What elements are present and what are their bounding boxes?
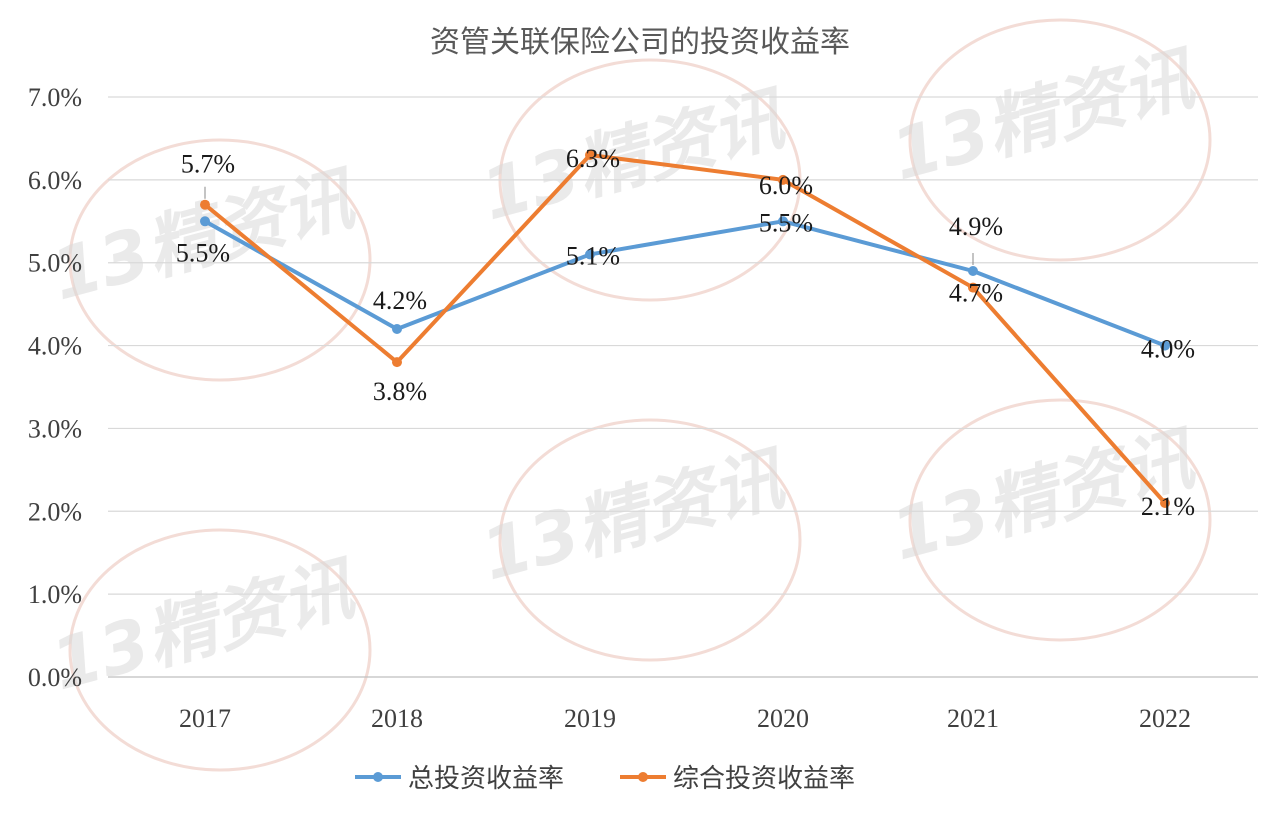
- x-tick-label: 2019: [564, 704, 616, 733]
- data-point: [778, 216, 788, 227]
- x-tick-label: 2018: [371, 704, 423, 733]
- data-label: 6.3%: [566, 144, 620, 173]
- data-label: 4.9%: [949, 212, 1003, 241]
- data-point: [968, 266, 978, 276]
- data-point: [968, 282, 978, 293]
- data-label: 6.0%: [759, 171, 813, 200]
- data-label: 2.1%: [1141, 492, 1195, 521]
- chart-title: 资管关联保险公司的投资收益率: [430, 25, 850, 60]
- data-label: 5.5%: [759, 208, 813, 237]
- series-line-2: [203, 153, 1167, 505]
- data-point: [200, 199, 210, 210]
- watermark-seal: [908, 18, 1212, 262]
- watermark-seal: [498, 418, 802, 662]
- watermark-seal: [908, 398, 1212, 642]
- x-tick-label: 2017: [179, 704, 231, 733]
- x-tick-label: 2022: [1139, 704, 1191, 733]
- y-tick-label: 6.0%: [28, 166, 82, 195]
- watermark: 13精资讯: [473, 76, 796, 236]
- data-point: [392, 357, 402, 368]
- legend-item-1: 总投资收益率: [355, 764, 564, 794]
- data-label: 4.2%: [373, 286, 427, 315]
- data-point: [200, 216, 210, 227]
- y-tick-label: 7.0%: [28, 83, 82, 112]
- data-label: 3.8%: [373, 377, 427, 406]
- data-point: [1160, 498, 1170, 508]
- data-label: 4.0%: [1141, 335, 1195, 364]
- data-point: [392, 324, 402, 334]
- legend-item-2: 综合投资收益率: [620, 764, 855, 794]
- y-tick-label: 3.0%: [28, 414, 82, 443]
- x-axis: 2017 2018 2019 2020 2021 2022: [179, 704, 1191, 733]
- data-point: [778, 174, 788, 185]
- data-point: [585, 249, 595, 260]
- y-tick-label: 2.0%: [28, 497, 82, 526]
- watermark-seal: [68, 528, 372, 772]
- y-tick-label: 5.0%: [28, 249, 82, 278]
- legend-label: 总投资收益率: [408, 764, 564, 794]
- y-tick-label: 4.0%: [28, 332, 82, 361]
- watermark: 13精资讯: [43, 546, 366, 706]
- watermark: 13精资讯: [883, 36, 1206, 196]
- series-layer: [200, 150, 1170, 508]
- y-axis: 0.0% 1.0% 2.0% 3.0% 4.0% 5.0% 6.0% 7.0%: [28, 83, 82, 692]
- data-label: 5.1%: [566, 241, 620, 270]
- x-tick-label: 2021: [947, 704, 999, 733]
- y-tick-label: 1.0%: [28, 580, 82, 609]
- data-point: [1160, 340, 1170, 351]
- data-point: [585, 150, 595, 160]
- data-label: 5.7%: [181, 150, 235, 179]
- x-tick-label: 2020: [757, 704, 809, 733]
- legend-marker: [373, 772, 383, 782]
- gridlines: [108, 96, 1258, 678]
- legend-label: 综合投资收益率: [673, 764, 855, 794]
- watermark-seal: [68, 138, 372, 382]
- watermark: 13精资讯: [473, 436, 796, 596]
- data-label: 5.5%: [176, 238, 230, 267]
- data-label: 4.7%: [949, 279, 1003, 308]
- legend: 总投资收益率 综合投资收益率: [355, 764, 855, 794]
- series-line-1: [204, 219, 1166, 348]
- legend-marker: [638, 772, 648, 782]
- y-tick-label: 0.0%: [28, 663, 82, 692]
- data-labels: 5.5% 4.2% 5.1% 5.5% 4.9% 4.0% 5.7% 3.8% 6.3% 6.0%…: [176, 144, 1195, 521]
